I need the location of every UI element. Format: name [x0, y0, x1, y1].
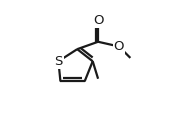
Text: S: S: [54, 55, 63, 68]
Text: O: O: [93, 14, 103, 27]
Text: O: O: [114, 40, 124, 53]
